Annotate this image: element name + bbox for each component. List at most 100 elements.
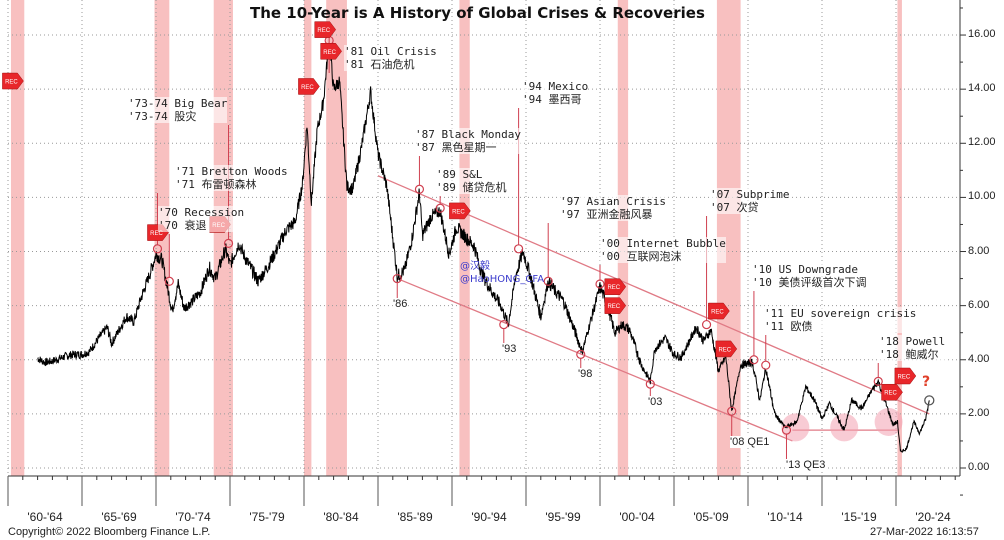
annotation-text-en: '11 EU sovereign crisis — [764, 307, 917, 320]
x-tick-label: '75-'79 — [249, 510, 285, 524]
low-annotation: '93 — [502, 343, 517, 355]
rec-marker: REC — [604, 278, 627, 295]
rec-marker-label: REC — [323, 50, 336, 56]
rec-marker-badge — [715, 340, 738, 358]
x-tick-label: '85-'89 — [397, 510, 433, 524]
crisis-annotation: '94 Mexico '94 墨西哥 — [522, 80, 589, 106]
crisis-annotation: '73-74 Big Bear '73-74 股灾 — [128, 97, 228, 123]
yield-series-line — [37, 42, 930, 453]
y-tick-label: 6.00 — [968, 298, 990, 311]
rec-marker-label: REC — [301, 85, 314, 91]
x-tick-label: '00-'04 — [619, 510, 655, 524]
crisis-annotation: '71 Bretton Woods '71 布雷顿森林 — [175, 165, 288, 191]
event-marker-circle — [414, 184, 425, 194]
highlight-circle — [781, 413, 810, 442]
chart-title: The 10-Year is A History of Global Crise… — [250, 4, 705, 22]
rec-marker-label: REC — [718, 347, 731, 353]
rec-marker-label: REC — [150, 231, 163, 237]
rec-marker-badge — [2, 72, 24, 90]
recession-band — [326, 0, 347, 476]
crisis-annotation: '07 Subprime '07 次贷 — [710, 188, 790, 214]
annotation-text-en: '70 Recession — [158, 206, 245, 219]
rec-marker: REC — [708, 302, 730, 320]
current-value-circle — [924, 395, 935, 406]
annotation-text-cn: '73-74 股灾 — [128, 110, 197, 123]
annotation-text-en: '10 US Downgrade — [752, 263, 858, 276]
annotation-text-en: '73-74 Big Bear — [128, 97, 228, 110]
annotation-text-cn: '71 布雷顿森林 — [175, 178, 257, 191]
event-marker-circle — [761, 360, 771, 370]
crisis-annotation: '81 Oil Crisis '81 石油危机 — [344, 45, 437, 71]
y-tick-label: 4.00 — [968, 352, 990, 365]
rec-marker: REC — [881, 383, 903, 401]
event-marker-circle — [513, 244, 524, 254]
rec-marker-label: REC — [884, 391, 897, 397]
event-marker-circle — [152, 244, 163, 254]
low-annotation: '03 — [648, 396, 663, 408]
annotation-text-cn: '70 衰退 — [158, 219, 207, 232]
event-marker-circle — [595, 279, 605, 289]
annotation-text-en: '97 Asian Crisis — [560, 195, 666, 208]
annotation-text-en: '87 Black Monday — [415, 128, 521, 141]
rec-marker-badge — [314, 21, 337, 38]
recession-band — [10, 0, 25, 476]
rec-marker: REC — [604, 297, 627, 314]
highlight-circle — [874, 407, 903, 436]
rec-marker-label: REC — [5, 80, 18, 86]
watermark-line-2: @HaoHONG_CFA — [460, 274, 545, 285]
rec-marker: REC — [2, 72, 24, 90]
x-tick-label: '65-'69 — [101, 510, 137, 524]
x-tick-label: '95-'99 — [545, 510, 581, 524]
event-marker-circle — [223, 238, 234, 249]
rec-marker-badge — [298, 78, 320, 95]
y-tick-label: 10.00 — [968, 190, 996, 203]
crisis-annotation: '87 Black Monday '87 黑色星期一 — [415, 128, 521, 154]
rec-marker-badge — [881, 383, 903, 401]
event-marker-circle — [749, 355, 759, 365]
rec-marker: REC — [314, 21, 337, 38]
rec-marker-label: REC — [452, 209, 465, 215]
low-annotation: '86 — [393, 298, 408, 310]
watermark-line-1: @汉毅 — [460, 261, 490, 272]
rec-marker-label: REC — [317, 28, 330, 34]
annotation-text-cn: '00 互联网泡沫 — [600, 250, 682, 263]
x-tick-label: '05-'09 — [693, 510, 729, 524]
y-tick-label: 16.00 — [968, 28, 996, 41]
rec-marker-badge — [320, 43, 342, 60]
annotation-text-en: '81 Oil Crisis — [344, 45, 437, 58]
rec-marker-badge — [894, 367, 917, 385]
annotation-text-cn: '97 亚洲金融风暴 — [560, 208, 653, 221]
y-tick-label: 14.00 — [968, 82, 996, 95]
annotation-text-cn: '81 石油危机 — [344, 58, 415, 71]
rec-marker-label: REC — [607, 304, 620, 310]
timestamp: 27-Mar-2022 16:13:57 — [870, 526, 979, 538]
low-annotation: '13 QE3 — [786, 459, 826, 471]
y-tick-label: 0.00 — [968, 461, 990, 473]
recession-band — [897, 0, 902, 476]
rec-marker-badge — [604, 297, 627, 314]
rec-marker: REC — [894, 367, 917, 385]
crisis-annotation: '10 US Downgrade '10 美债评级首次下调 — [752, 263, 867, 289]
rec-marker: REC — [715, 340, 738, 358]
event-marker-circle — [164, 276, 174, 286]
x-tick-label: '60-'64 — [27, 510, 63, 524]
crisis-annotation: '89 S&L '89 储贷危机 — [436, 168, 507, 194]
annotation-text-cn: '94 墨西哥 — [522, 93, 582, 106]
rec-marker-badge — [604, 278, 627, 295]
rec-marker-label: REC — [607, 285, 620, 291]
annotation-text-cn: '07 次贷 — [710, 201, 759, 214]
annotation-text-cn: '10 美债评级首次下调 — [752, 276, 867, 289]
annotation-text-cn: '87 黑色星期一 — [415, 141, 497, 154]
annotation-text-en: '00 Internet Bubble — [600, 237, 726, 250]
crisis-annotation: '70 Recession '70 衰退 — [158, 206, 245, 232]
x-tick-label: '15-'19 — [841, 510, 877, 524]
crisis-annotation: '11 EU sovereign crisis '11 欧债 — [764, 307, 917, 333]
rec-marker: REC — [298, 78, 320, 95]
event-marker-circle — [873, 376, 883, 387]
annotation-text-en: '18 Powell — [879, 335, 946, 348]
x-tick-label: '10-'14 — [767, 510, 803, 524]
crisis-annotation: '00 Internet Bubble '00 互联网泡沫 — [600, 237, 726, 263]
y-tick-label: 2.00 — [968, 406, 990, 419]
x-tick-label: '20-'24 — [915, 510, 951, 524]
rec-marker-badge — [708, 302, 730, 320]
